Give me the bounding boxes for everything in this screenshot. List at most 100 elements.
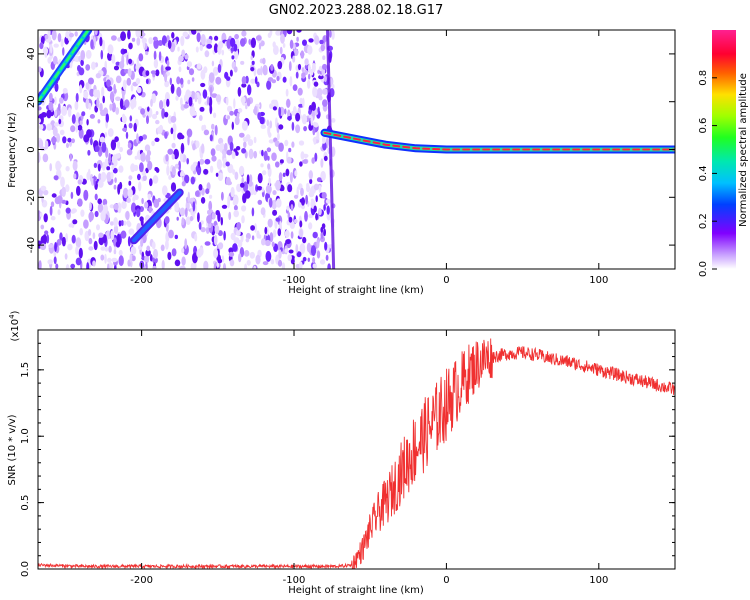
noise-speck — [227, 115, 230, 120]
noise-speck — [119, 146, 123, 153]
noise-speck — [89, 114, 95, 119]
noise-speck — [232, 200, 236, 206]
noise-speck — [108, 262, 113, 269]
noise-speck — [145, 70, 150, 77]
noise-speck — [144, 255, 150, 264]
x-tick-label: 100 — [589, 575, 608, 586]
noise-speck — [87, 149, 91, 156]
noise-speck — [277, 228, 282, 237]
noise-speck — [242, 136, 249, 142]
noise-speck — [263, 150, 268, 161]
noise-speck — [279, 159, 284, 164]
noise-speck — [161, 259, 165, 269]
noise-speck — [241, 30, 247, 37]
noise-speck — [206, 215, 212, 224]
noise-speck — [206, 43, 213, 49]
noise-speck — [285, 168, 290, 177]
noise-speck — [212, 66, 219, 76]
noise-speck — [262, 170, 267, 176]
noise-speck — [134, 155, 138, 160]
noise-speck — [305, 194, 308, 205]
noise-speck — [153, 198, 160, 208]
noise-speck — [312, 257, 316, 264]
noise-speck — [65, 166, 70, 172]
noise-speck — [113, 65, 120, 71]
noise-speck — [312, 126, 316, 136]
noise-speck — [296, 186, 299, 197]
noise-speck — [267, 218, 273, 228]
noise-speck — [199, 44, 203, 52]
noise-speck — [194, 233, 198, 242]
noise-speck — [77, 179, 83, 185]
noise-speck — [266, 119, 270, 127]
noise-speck — [165, 71, 170, 76]
noise-speck — [322, 88, 328, 95]
noise-speck — [277, 132, 280, 141]
noise-speck — [235, 146, 241, 151]
noise-speck — [301, 67, 305, 73]
noise-speck — [301, 197, 305, 206]
noise-speck — [149, 254, 153, 262]
noise-speck — [323, 35, 326, 46]
noise-speck — [119, 98, 124, 110]
x-tick-label: -100 — [283, 275, 306, 286]
noise-speck — [292, 106, 297, 116]
noise-speck — [200, 227, 206, 233]
noise-speck — [148, 205, 152, 214]
noise-speck — [261, 187, 264, 193]
noise-speck — [297, 63, 302, 71]
noise-speck — [115, 75, 122, 84]
svg-text:(x104): (x104) — [8, 310, 21, 341]
noise-speck — [67, 243, 73, 251]
noise-speck — [171, 166, 176, 176]
noise-speck — [123, 220, 127, 226]
snr-ticks: -200 -100 0 100 0.0 0.5 1.0 1.5 — [20, 329, 675, 586]
noise-speck — [246, 174, 250, 185]
noise-speck — [240, 38, 246, 47]
noise-speck — [275, 30, 282, 36]
noise-speck — [271, 99, 277, 105]
noise-speck — [140, 218, 144, 227]
noise-speck — [196, 249, 203, 258]
noise-speck — [102, 39, 106, 51]
noise-speck — [209, 86, 213, 97]
noise-speck — [299, 97, 303, 104]
noise-speck — [111, 54, 116, 64]
noise-speck — [211, 93, 218, 98]
noise-speck — [176, 216, 179, 221]
noise-speck — [119, 60, 125, 70]
noise-speck — [128, 122, 133, 129]
noise-speck — [69, 153, 73, 162]
noise-speck — [318, 75, 324, 80]
noise-speck — [136, 57, 139, 67]
noise-speck — [214, 124, 218, 136]
noise-speck — [254, 76, 258, 85]
noise-speck — [329, 88, 335, 98]
noise-speck — [57, 195, 63, 204]
noise-speck — [171, 32, 175, 39]
noise-speck — [189, 215, 194, 222]
noise-speck — [208, 200, 213, 212]
y-tick-label: 0.5 — [20, 495, 31, 511]
noise-speck — [192, 252, 198, 264]
noise-speck — [175, 95, 179, 101]
noise-speck — [232, 169, 236, 175]
noise-speck — [246, 259, 251, 266]
noise-speck — [306, 242, 311, 253]
noise-speck — [100, 246, 106, 251]
noise-speck — [114, 265, 117, 269]
noise-speck — [204, 241, 211, 246]
noise-speck — [217, 230, 223, 237]
noise-speck — [294, 170, 298, 177]
noise-speck — [229, 259, 235, 267]
noise-speck — [145, 78, 149, 85]
noise-speck — [50, 201, 55, 208]
noise-speck — [308, 109, 312, 115]
noise-speck — [331, 118, 336, 123]
noise-speck — [315, 212, 318, 221]
noise-speck — [97, 202, 104, 213]
noise-speck — [68, 223, 74, 228]
x-tick-label: 0 — [443, 575, 449, 586]
noise-speck — [222, 263, 227, 269]
noise-speck — [188, 68, 195, 76]
